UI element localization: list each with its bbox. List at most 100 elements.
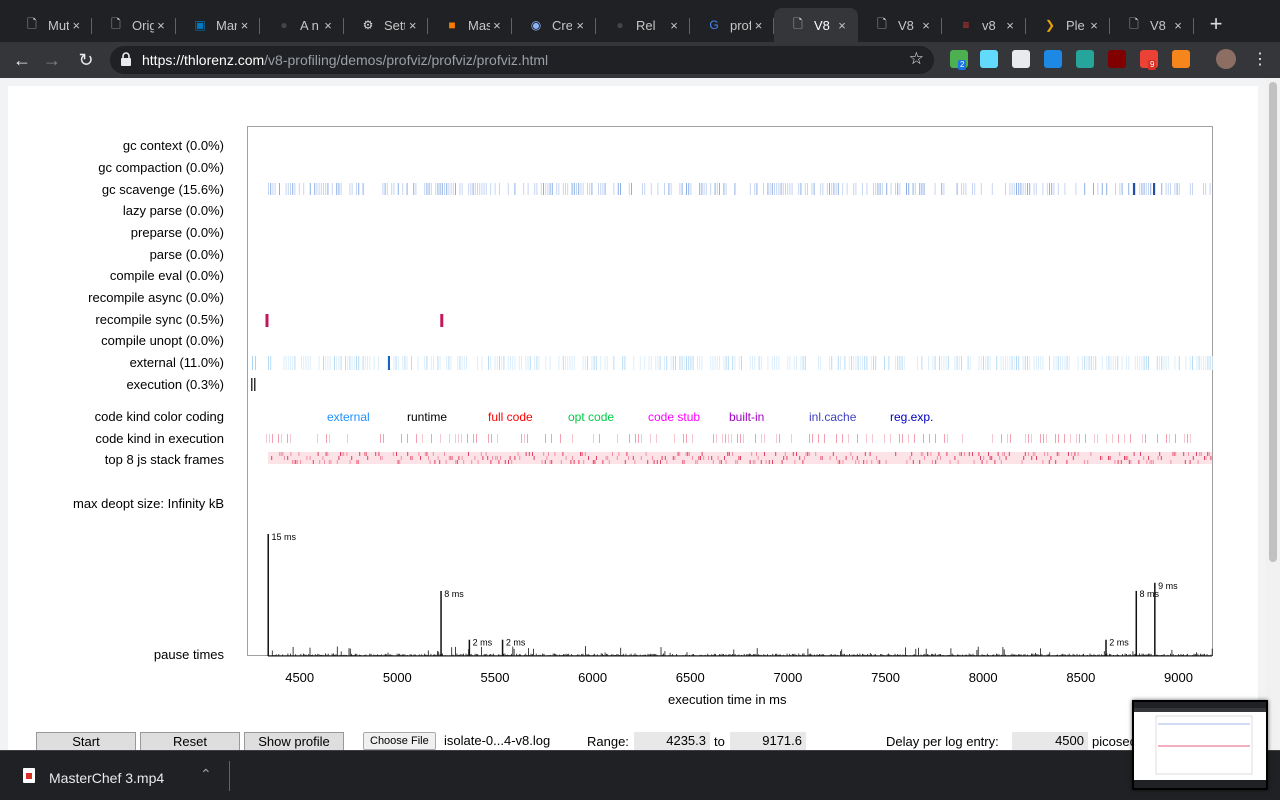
download-extension-icon[interactable]: 2 bbox=[950, 50, 968, 70]
close-icon[interactable]: × bbox=[670, 17, 678, 33]
close-icon[interactable]: × bbox=[1090, 17, 1098, 33]
s-extension-icon[interactable] bbox=[1044, 50, 1062, 68]
pause-bar bbox=[1150, 653, 1152, 656]
stack-frame-mark bbox=[546, 456, 548, 460]
gc-scavenge-mark bbox=[866, 183, 868, 195]
tab-11[interactable]: ≡ v8 × bbox=[942, 8, 1026, 42]
external-mark bbox=[686, 356, 687, 370]
external-mark bbox=[884, 356, 885, 370]
tab-2[interactable]: ▣ Mar × bbox=[176, 8, 260, 42]
pause-bar bbox=[312, 654, 313, 656]
chevron-up-icon[interactable]: ⌃ bbox=[200, 766, 212, 782]
gc-scavenge-mark bbox=[576, 183, 577, 195]
show-profile-button[interactable]: Show profile bbox=[244, 732, 344, 752]
gc-scavenge-mark bbox=[573, 183, 575, 195]
close-icon[interactable]: × bbox=[576, 17, 584, 33]
gc-scavenge-mark bbox=[455, 183, 456, 195]
x-tick-label: 7000 bbox=[773, 670, 803, 685]
stack-frame-mark bbox=[724, 456, 725, 460]
gc-scavenge-mark bbox=[391, 183, 393, 195]
gc-scavenge-mark bbox=[921, 183, 923, 195]
stack-frame-mark bbox=[284, 456, 285, 460]
close-icon[interactable]: × bbox=[754, 17, 763, 33]
pause-bar bbox=[1101, 654, 1103, 656]
stack-frame-mark bbox=[1002, 452, 1004, 456]
tab-3[interactable]: ● A n × bbox=[260, 8, 344, 42]
gc-scavenge-mark bbox=[919, 183, 921, 195]
bookmark-star-icon[interactable]: ☆ bbox=[908, 49, 924, 68]
stack-frame-mark bbox=[495, 456, 497, 460]
page-icon[interactable] bbox=[1012, 50, 1030, 68]
stack-frame-mark bbox=[1090, 452, 1092, 456]
close-icon[interactable]: × bbox=[1174, 17, 1182, 33]
profile-avatar[interactable] bbox=[1216, 49, 1236, 69]
back-icon[interactable]: ← bbox=[13, 50, 31, 70]
close-icon[interactable]: × bbox=[157, 17, 165, 33]
reset-button[interactable]: Reset bbox=[140, 732, 240, 752]
external-mark bbox=[336, 356, 338, 370]
gc-scavenge-mark bbox=[734, 183, 736, 195]
pause-bar bbox=[820, 654, 822, 656]
react-devtools-icon[interactable] bbox=[980, 50, 998, 68]
range-to-input[interactable]: 9171.6 bbox=[730, 732, 806, 750]
stack-frame-mark bbox=[877, 460, 879, 464]
gc-scavenge-mark bbox=[485, 183, 487, 195]
reload-icon[interactable]: ↻ bbox=[78, 50, 94, 70]
gc-scavenge-mark bbox=[842, 183, 844, 195]
timeline-plot: 15 ms8 ms2 ms 2 ms 2 ms8 ms9 ms bbox=[251, 183, 1213, 657]
close-icon[interactable]: × bbox=[1006, 17, 1014, 33]
close-icon[interactable]: × bbox=[240, 17, 249, 33]
address-bar[interactable]: https://thlorenz.com/v8-profiling/demos/… bbox=[110, 46, 934, 74]
tab-12[interactable]: ❯ Ple × bbox=[1026, 8, 1110, 42]
close-icon[interactable]: × bbox=[922, 17, 930, 33]
code-kind-mark bbox=[1031, 434, 1032, 443]
forward-icon[interactable]: → bbox=[43, 50, 61, 70]
start-button[interactable]: Start bbox=[36, 732, 136, 752]
pause-bar bbox=[413, 654, 415, 656]
download-file-name[interactable]: MasterChef 3.mp4 bbox=[49, 770, 165, 786]
kebab-menu-icon[interactable]: ⋮ bbox=[1252, 51, 1268, 68]
scrollbar-thumb[interactable] bbox=[1269, 82, 1277, 562]
pause-bar bbox=[1193, 653, 1195, 656]
tab-9[interactable]: 🗋 V8 × bbox=[774, 8, 858, 42]
page-scrollbar[interactable] bbox=[1266, 78, 1280, 750]
tab-1[interactable]: 🗋 Orig × bbox=[92, 8, 176, 42]
x-tick-label: 8000 bbox=[968, 670, 998, 685]
close-icon[interactable]: × bbox=[324, 17, 332, 33]
metamask-icon[interactable] bbox=[1172, 50, 1190, 68]
ublock-icon[interactable] bbox=[1108, 50, 1126, 68]
tab-4[interactable]: ⚙ Sett × bbox=[344, 8, 428, 42]
screenshot-preview-thumbnail[interactable] bbox=[1132, 700, 1268, 790]
choose-file-button[interactable]: Choose File bbox=[363, 732, 436, 750]
close-icon[interactable]: × bbox=[493, 17, 501, 33]
gc-scavenge-mark bbox=[980, 183, 982, 195]
pause-bar bbox=[351, 653, 352, 656]
external-mark bbox=[411, 356, 412, 370]
delay-input[interactable]: 4500 bbox=[1012, 732, 1088, 750]
gmail-icon[interactable]: 9 bbox=[1140, 50, 1158, 70]
tab-0[interactable]: 🗋 Mut × bbox=[8, 8, 92, 42]
close-icon[interactable]: × bbox=[838, 17, 846, 33]
m-extension-icon[interactable] bbox=[1076, 50, 1094, 68]
tab-5[interactable]: ■ Mas × bbox=[428, 8, 512, 42]
gc-scavenge-mark bbox=[686, 183, 687, 195]
close-icon[interactable]: × bbox=[72, 17, 81, 33]
close-icon[interactable]: × bbox=[408, 17, 417, 33]
tab-7[interactable]: ● Rel × bbox=[596, 8, 690, 42]
external-mark bbox=[710, 356, 712, 370]
tab-10[interactable]: 🗋 V8 × bbox=[858, 8, 942, 42]
stack-frame-mark bbox=[616, 456, 618, 460]
tab-13[interactable]: 🗋 V8 × bbox=[1110, 8, 1194, 42]
range-from-input[interactable]: 4235.3 bbox=[634, 732, 710, 750]
stack-frame-mark bbox=[821, 456, 823, 460]
tab-6[interactable]: ◉ Cre × bbox=[512, 8, 596, 42]
external-mark bbox=[1167, 356, 1169, 370]
code-kind-mark bbox=[899, 434, 900, 443]
gc-scavenge-mark bbox=[474, 183, 476, 195]
external-mark bbox=[378, 356, 379, 370]
document-icon: 🗋 bbox=[793, 16, 803, 31]
gc-scavenge-mark bbox=[1035, 183, 1037, 195]
gc-scavenge-mark bbox=[800, 183, 802, 195]
new-tab-plus-icon[interactable]: + bbox=[1209, 11, 1223, 36]
